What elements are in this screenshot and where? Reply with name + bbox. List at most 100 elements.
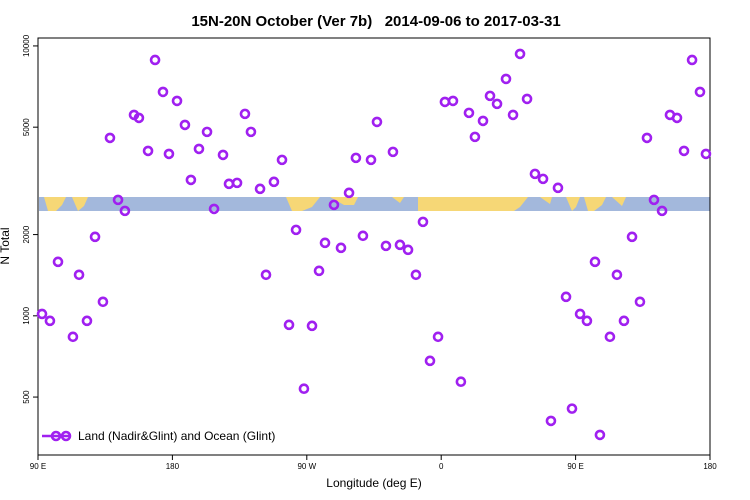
y-axis-label: N Total	[0, 227, 12, 264]
point	[171, 95, 183, 107]
point	[477, 115, 489, 127]
point	[245, 126, 257, 138]
point	[618, 315, 630, 327]
point	[514, 48, 526, 60]
point	[545, 415, 557, 427]
point	[163, 148, 175, 160]
point	[439, 96, 451, 108]
point	[73, 269, 85, 281]
point	[424, 355, 436, 367]
point	[463, 107, 475, 119]
point	[36, 308, 48, 320]
point	[566, 403, 578, 414]
point	[394, 239, 406, 251]
point	[142, 145, 154, 157]
point	[529, 168, 541, 180]
point	[223, 178, 235, 190]
point	[313, 265, 325, 277]
chart-title: 15N-20N October (Ver 7b) 2014-09-06 to 2…	[191, 13, 560, 30]
point	[469, 131, 481, 143]
point	[97, 296, 109, 308]
point	[231, 177, 243, 189]
point	[581, 315, 593, 327]
point	[239, 108, 251, 120]
point	[290, 224, 302, 236]
point	[371, 116, 383, 128]
x-tick-label: 180	[703, 462, 717, 471]
point	[193, 143, 205, 155]
point	[611, 269, 623, 281]
point	[260, 269, 272, 281]
point	[678, 145, 690, 157]
legend-marker	[60, 430, 72, 442]
point	[119, 205, 131, 217]
point	[634, 296, 646, 308]
map-strip	[39, 197, 710, 211]
y-tick-label: 2000	[22, 225, 31, 243]
point	[208, 203, 220, 215]
point	[306, 320, 318, 332]
point	[343, 187, 355, 199]
point	[507, 109, 519, 121]
point	[365, 154, 377, 166]
point	[574, 308, 586, 320]
point	[432, 331, 444, 343]
point	[179, 119, 191, 131]
point	[217, 149, 229, 161]
point	[560, 291, 572, 303]
point	[604, 331, 616, 343]
point	[283, 319, 295, 331]
point	[491, 98, 503, 110]
x-tick-label: 0	[439, 462, 444, 471]
point	[157, 86, 169, 98]
point	[335, 242, 347, 254]
point	[81, 315, 93, 327]
point	[484, 90, 496, 102]
point	[380, 240, 392, 252]
point	[104, 132, 116, 144]
point	[350, 152, 362, 164]
y-tick-label: 10000	[22, 34, 31, 57]
point	[589, 256, 601, 268]
x-axis-label: Longitude (deg E)	[326, 476, 421, 490]
point	[254, 183, 266, 195]
point	[298, 383, 310, 394]
point	[67, 331, 79, 343]
point	[387, 146, 399, 158]
point	[268, 176, 280, 188]
point	[319, 237, 331, 249]
point	[44, 315, 56, 327]
x-tick-label: 90 E	[30, 462, 46, 471]
y-tick-label: 5000	[22, 118, 31, 136]
point	[656, 205, 668, 217]
point	[521, 93, 533, 105]
point	[594, 429, 606, 441]
point	[626, 231, 638, 243]
point	[552, 182, 564, 194]
point	[357, 230, 369, 242]
point	[455, 376, 467, 388]
point	[328, 199, 340, 211]
point	[648, 194, 660, 206]
x-tick-label: 180	[166, 462, 180, 471]
point	[500, 73, 512, 85]
y-tick-label: 500	[22, 390, 31, 404]
point	[112, 194, 124, 206]
point	[89, 231, 101, 243]
point	[201, 126, 213, 138]
point	[402, 244, 414, 256]
point	[417, 216, 429, 228]
point	[185, 174, 197, 186]
plot-frame	[37, 37, 711, 456]
point	[641, 132, 653, 144]
point	[133, 112, 145, 124]
point	[686, 54, 698, 66]
point	[537, 173, 549, 185]
legend-label: Land (Nadir&Glint) and Ocean (Glint)	[78, 429, 275, 443]
point	[52, 256, 64, 268]
legend-marker	[50, 430, 62, 442]
x-tick-label: 90 W	[297, 462, 316, 471]
y-tick-label: 1000	[22, 306, 31, 324]
point	[276, 154, 288, 166]
